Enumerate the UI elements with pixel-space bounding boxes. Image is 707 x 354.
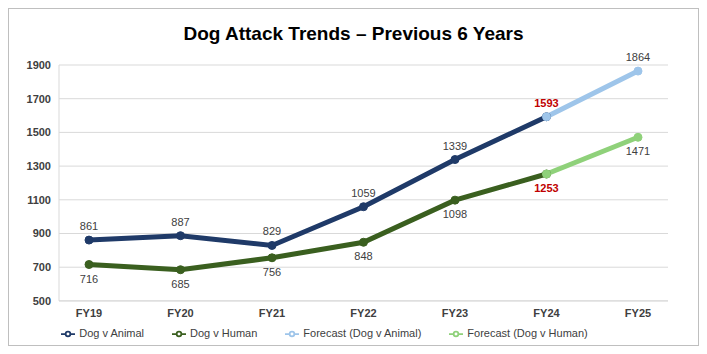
svg-text:1100: 1100 xyxy=(27,194,51,206)
svg-text:1700: 1700 xyxy=(27,93,51,105)
svg-text:FY24: FY24 xyxy=(533,307,560,319)
svg-text:1098: 1098 xyxy=(443,208,467,220)
svg-text:1059: 1059 xyxy=(351,187,375,199)
svg-text:861: 861 xyxy=(80,220,98,232)
svg-text:900: 900 xyxy=(33,227,51,239)
svg-text:685: 685 xyxy=(171,278,189,290)
svg-text:FY23: FY23 xyxy=(442,307,468,319)
svg-text:887: 887 xyxy=(171,216,189,228)
svg-text:1339: 1339 xyxy=(443,140,467,152)
html-text:Dog v Animal: Dog v Animal xyxy=(79,326,145,339)
html-text:Dog Attack Trends – Previous 6: Dog Attack Trends – Previous 6 Years xyxy=(183,23,524,44)
svg-text:700: 700 xyxy=(33,261,51,273)
svg-text:1471: 1471 xyxy=(626,145,650,157)
html-text:Forecast (Dog v Human): Forecast (Dog v Human) xyxy=(467,326,588,339)
svg-text:FY22: FY22 xyxy=(350,307,376,319)
svg-text:716: 716 xyxy=(80,273,98,285)
svg-text:1864: 1864 xyxy=(626,53,650,63)
svg-text:FY25: FY25 xyxy=(625,307,651,319)
svg-text:500: 500 xyxy=(33,295,51,307)
svg-text:1900: 1900 xyxy=(27,59,51,71)
svg-text:756: 756 xyxy=(263,266,281,278)
svg-text:FY19: FY19 xyxy=(76,307,102,319)
svg-text:829: 829 xyxy=(263,225,281,237)
svg-text:848: 848 xyxy=(354,250,372,262)
svg-text:1500: 1500 xyxy=(27,126,51,138)
svg-text:1300: 1300 xyxy=(27,160,51,172)
svg-text:FY20: FY20 xyxy=(167,307,193,319)
html-text:Forecast (Dog v Animal): Forecast (Dog v Animal) xyxy=(303,326,422,339)
svg-text:1593: 1593 xyxy=(534,97,558,109)
svg-text:1253: 1253 xyxy=(534,182,558,194)
svg-text:FY21: FY21 xyxy=(259,307,285,319)
html-text:Dog v Human: Dog v Human xyxy=(190,326,258,339)
